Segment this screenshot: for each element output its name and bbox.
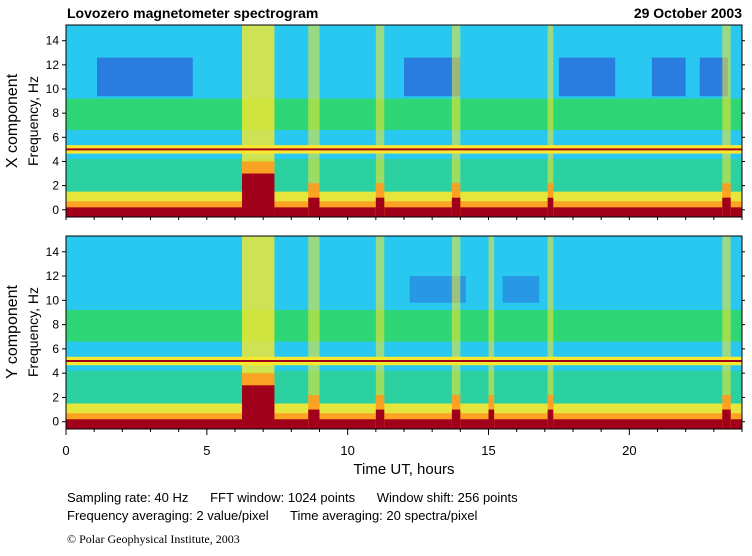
y-ytick-label: 8 <box>52 318 59 332</box>
y-spectrogram-heatmap <box>66 236 742 429</box>
y-burst <box>375 236 385 429</box>
x-ytick-label: 6 <box>52 130 59 144</box>
processing-params-line2: Frequency averaging: 2 value/pixel Time … <box>67 508 478 523</box>
x-tick-label: 15 <box>481 443 495 458</box>
y-component-panel: 0 2 4 6 8 10 12 14 Y component Frequency, Hz <box>4 235 745 430</box>
x-burst <box>547 25 554 217</box>
y-ytick-label: 12 <box>46 269 60 283</box>
y-blue-region <box>502 276 540 303</box>
x-blue-region <box>404 57 461 97</box>
x-blue-region <box>96 57 193 97</box>
y-burst <box>547 236 554 429</box>
x-component-panel: 0 2 4 6 8 10 12 14 X component Frequency, Hz <box>4 24 745 218</box>
y-burst <box>722 236 731 429</box>
x-burst-core <box>451 197 461 217</box>
x-low-frequency-band <box>66 207 742 217</box>
copyright-notice: © Polar Geophysical Institute, 2003 <box>67 532 240 546</box>
x-tick-label: 0 <box>62 443 69 458</box>
x-tick-label: 20 <box>622 443 636 458</box>
x-burst-core <box>375 197 385 217</box>
x-panel-ylabel: Frequency, Hz <box>25 76 41 166</box>
y-ytick-label: 0 <box>52 415 59 429</box>
y-ytick-label: 4 <box>52 366 59 380</box>
x-burst-core <box>722 197 731 217</box>
y-burst <box>308 236 320 429</box>
y-burst <box>451 236 461 429</box>
y-burst-core <box>375 409 385 429</box>
y-burst-core <box>308 409 320 429</box>
y-component-label: Y component <box>4 284 21 379</box>
x-ytick-label: 12 <box>46 58 60 72</box>
x-spectrogram-heatmap <box>66 25 742 217</box>
chart-title: Lovozero magnetometer spectrogram <box>67 5 318 21</box>
x-burst-core <box>547 197 554 217</box>
y-burst-core <box>488 409 495 429</box>
x-ytick-label: 14 <box>46 34 60 48</box>
x-burst <box>722 25 731 217</box>
processing-params-line1: Sampling rate: 40 Hz FFT window: 1024 po… <box>67 490 518 505</box>
y-low-frequency-band <box>66 419 742 429</box>
x-burst-core <box>308 197 320 217</box>
x-band-8hz <box>66 98 742 131</box>
x-burst <box>451 25 461 217</box>
y-panel-ylabel: Frequency, Hz <box>25 287 41 377</box>
y-ytick-label: 10 <box>46 293 60 307</box>
x-blue-region <box>651 57 686 97</box>
x-tick-label: 5 <box>203 443 210 458</box>
x-ytick-label: 10 <box>46 82 60 96</box>
y-panel-y-axis: 0 2 4 6 8 10 12 14 <box>46 245 745 429</box>
y-burst <box>488 236 495 429</box>
x-ytick-label: 4 <box>52 154 59 168</box>
x-axis-label: Time UT, hours <box>353 461 454 478</box>
y-ytick-label: 2 <box>52 390 59 404</box>
x-axis: 0 5 10 15 20 <box>62 217 743 458</box>
x-panel-y-axis: 0 2 4 6 8 10 12 14 <box>46 34 745 217</box>
x-burst-core <box>242 173 275 217</box>
chart-date: 29 October 2003 <box>634 5 742 21</box>
x-ytick-label: 2 <box>52 179 59 193</box>
x-burst <box>308 25 320 217</box>
y-burst-core <box>547 409 554 429</box>
x-component-label: X component <box>4 73 21 168</box>
x-tick-label: 10 <box>340 443 354 458</box>
x-ytick-label: 0 <box>52 203 59 217</box>
y-ytick-label: 14 <box>46 245 60 259</box>
y-burst-core <box>451 409 461 429</box>
y-ytick-label: 6 <box>52 342 59 356</box>
y-band-8hz <box>66 310 742 342</box>
x-burst <box>375 25 385 217</box>
x-ytick-label: 8 <box>52 106 59 120</box>
y-burst-core <box>722 409 731 429</box>
x-blue-region <box>558 57 616 97</box>
y-burst-core <box>242 385 275 429</box>
